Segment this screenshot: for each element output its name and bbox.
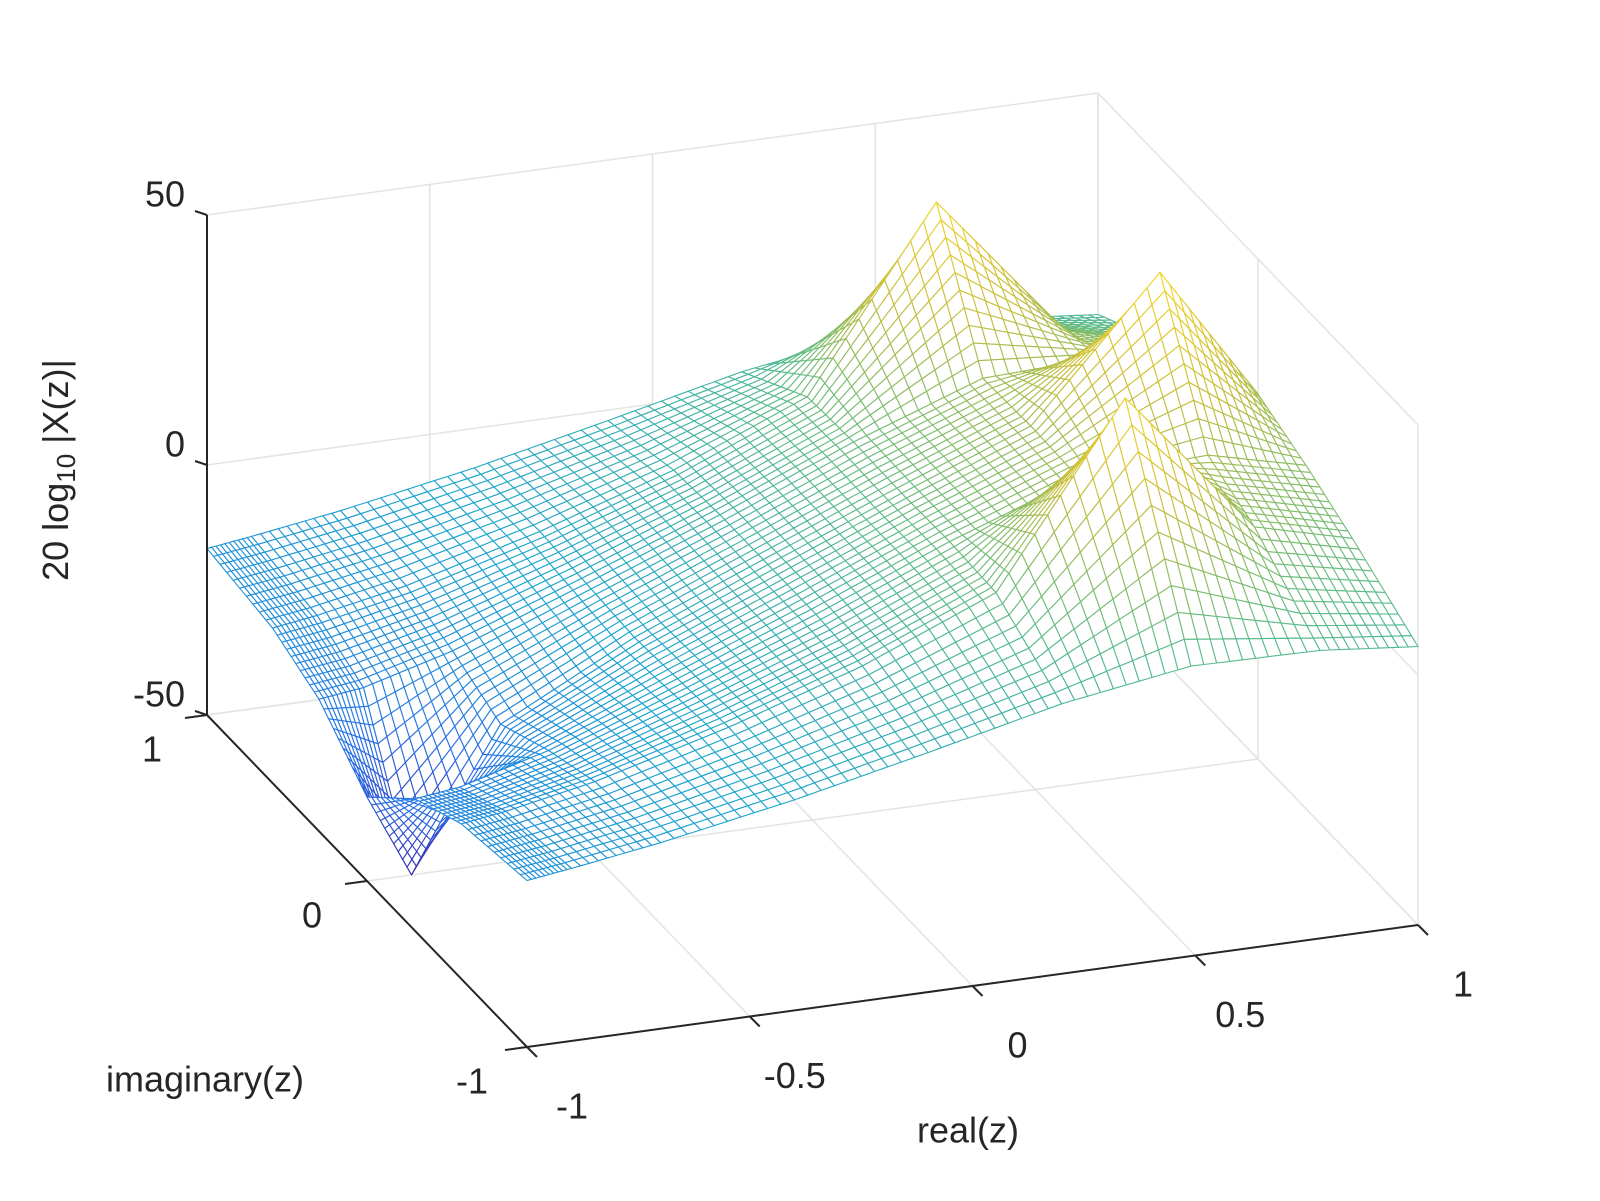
z-tick bbox=[194, 210, 208, 216]
z-tick-label: 50 bbox=[145, 174, 185, 215]
x-tick-label: -0.5 bbox=[764, 1055, 826, 1096]
y-axis-label: imaginary(z) bbox=[106, 1059, 304, 1100]
x-tick-label: 0 bbox=[1007, 1025, 1027, 1066]
z-axis-label-part: 20 log bbox=[35, 483, 76, 581]
z-tick-label: 0 bbox=[165, 424, 185, 465]
y-tick-label: 1 bbox=[142, 729, 162, 770]
x-tick-label: -1 bbox=[556, 1086, 588, 1127]
z-tick bbox=[194, 460, 208, 466]
x-tick bbox=[1194, 954, 1206, 967]
y-tick bbox=[504, 1046, 528, 1051]
z-axis-label-part: |X(z)| bbox=[35, 359, 76, 454]
x-tick bbox=[749, 1015, 761, 1028]
x-axis-label: real(z) bbox=[917, 1110, 1019, 1151]
y-tick-label: -1 bbox=[456, 1061, 488, 1102]
x-tick-label: 0.5 bbox=[1215, 994, 1265, 1035]
grid-line bbox=[206, 92, 1099, 216]
x-tick bbox=[971, 985, 984, 997]
y-tick bbox=[344, 880, 368, 885]
z-axis-label: 20 log10 |X(z)| bbox=[35, 359, 81, 581]
mesh-surface bbox=[206, 201, 1419, 882]
x-tick-label: 1 bbox=[1453, 964, 1473, 1005]
y-tick bbox=[184, 714, 208, 719]
z-tick-label: -50 bbox=[133, 674, 185, 715]
x-tick bbox=[1417, 924, 1429, 936]
grid-line bbox=[1097, 92, 1419, 426]
z-axis-label-subscript: 10 bbox=[51, 454, 81, 483]
y-tick-label: 0 bbox=[302, 895, 322, 936]
x-tick bbox=[526, 1046, 538, 1058]
